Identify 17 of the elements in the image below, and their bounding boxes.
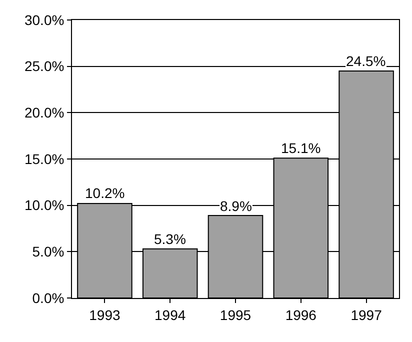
data-label: 10.2% <box>85 185 125 201</box>
y-tick-label: 30.0% <box>24 12 64 28</box>
y-tick-label: 25.0% <box>24 58 64 74</box>
x-tick-label: 1994 <box>154 306 186 323</box>
x-tick-label: 1997 <box>350 306 382 323</box>
data-label: 5.3% <box>154 231 186 247</box>
x-tick-label: 1996 <box>285 306 317 323</box>
x-tick-label: 1995 <box>220 306 252 323</box>
y-tick-label: 15.0% <box>24 150 64 167</box>
x-tick-label: 1993 <box>89 306 120 323</box>
data-label: 24.5% <box>346 53 386 69</box>
y-tick-label: 20.0% <box>24 104 64 121</box>
y-tick-label: 0.0% <box>32 290 64 306</box>
y-tick-label: 10.0% <box>24 197 64 214</box>
data-label: 15.1% <box>281 140 321 156</box>
data-label: 8.9% <box>220 198 252 214</box>
y-tick-label: 5.0% <box>32 244 64 260</box>
